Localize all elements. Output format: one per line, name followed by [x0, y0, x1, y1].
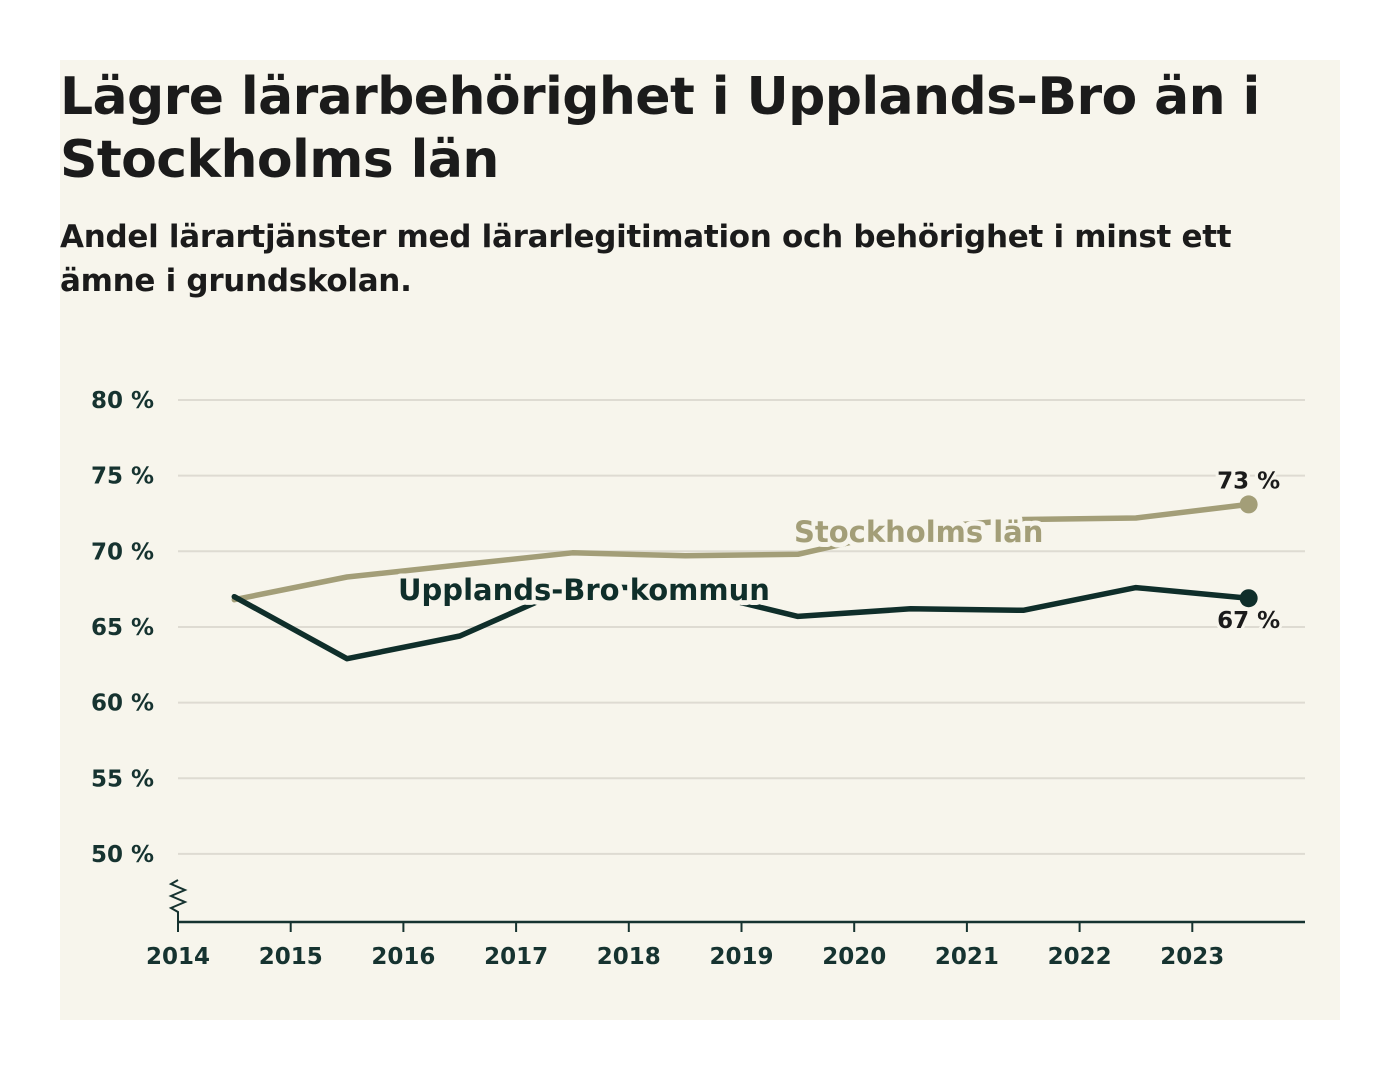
y-tick-label: 80 %	[91, 388, 154, 414]
y-tick-label: 55 %	[91, 766, 154, 792]
line-chart: 50 % 55 % 60 % 65 % 70 % 75 % 80 % 2014 2015 2016…	[91, 388, 1305, 970]
series-label-upplands_bro: Upplands-Bro kommun	[398, 573, 770, 607]
axis-break-icon	[168, 879, 188, 922]
chart-card: Lägre lärarbehörighet i Upplands-Bro än …	[60, 60, 1340, 1020]
series-label-stockholm: Stockholms län	[794, 515, 1043, 549]
end-value-label-stockholm: 73 %	[1217, 468, 1280, 494]
y-tick-label: 60 %	[91, 691, 154, 717]
y-tick-label: 65 %	[91, 615, 154, 641]
chart-subtitle: Andel lärartjänster med lärarlegitimatio…	[60, 219, 1232, 299]
x-tick-label: 2016	[371, 944, 435, 970]
labels: Stockholms län Upplands-Bro kommun 73 % 67 …	[393, 465, 1283, 637]
gridlines	[178, 399, 1305, 855]
x-tick-label: 2020	[822, 944, 886, 970]
x-tick-label: 2022	[1048, 944, 1112, 970]
x-tick-label: 2021	[935, 944, 999, 970]
x-tick-label: 2014	[146, 944, 210, 970]
end-marker-stockholm	[1239, 495, 1258, 514]
y-tick-label: 75 %	[91, 464, 154, 490]
series-line-upplands_bro	[231, 583, 1252, 662]
x-tick-label: 2018	[597, 944, 661, 970]
x-tick-label: 2019	[709, 944, 773, 970]
chart-title: Lägre lärarbehörighet i Upplands-Bro än …	[60, 67, 1260, 190]
end-value-label-upplands_bro: 67 %	[1217, 608, 1280, 634]
x-tick-label: 2023	[1160, 944, 1224, 970]
y-tick-label: 50 %	[91, 842, 154, 868]
axes: 50 % 55 % 60 % 65 % 70 % 75 % 80 % 2014 2015 2016…	[91, 388, 1305, 970]
series-lines	[231, 495, 1258, 662]
x-tick-label: 2015	[259, 944, 323, 970]
end-marker-upplands_bro	[1239, 589, 1258, 608]
series-line-stockholm	[231, 501, 1252, 603]
x-tick-label: 2017	[484, 944, 548, 970]
y-tick-label: 70 %	[91, 539, 154, 565]
